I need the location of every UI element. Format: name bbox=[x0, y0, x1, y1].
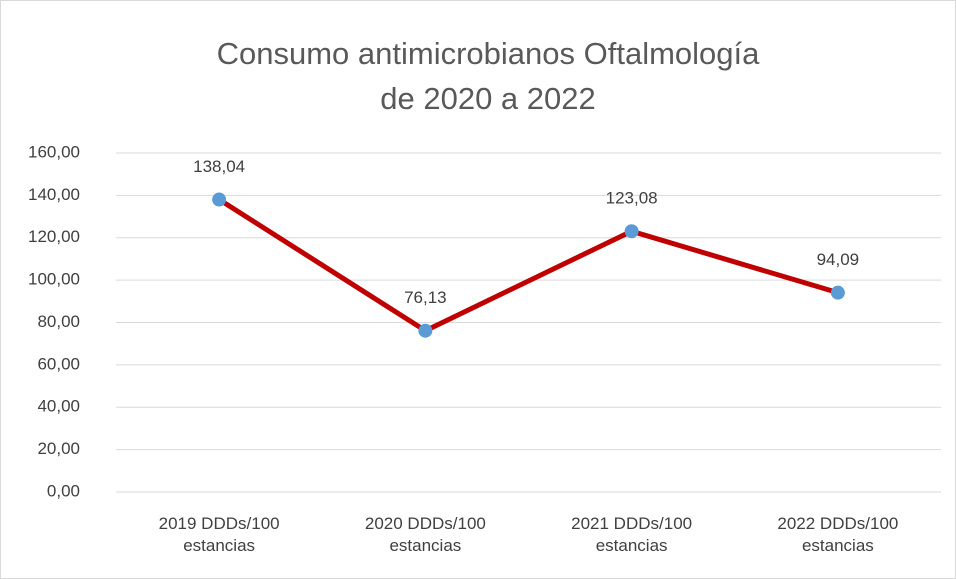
y-tick-label: 100,00 bbox=[28, 270, 80, 289]
series-line bbox=[217, 197, 839, 334]
chart-title: de 2020 a 2022 bbox=[380, 81, 596, 116]
y-tick-label: 160,00 bbox=[28, 142, 80, 161]
data-point bbox=[212, 192, 227, 207]
data-label: 138,04 bbox=[193, 157, 245, 176]
data-point bbox=[830, 285, 845, 300]
y-tick-label: 40,00 bbox=[37, 397, 80, 416]
y-tick-label: 120,00 bbox=[28, 227, 80, 246]
y-tick-label: 140,00 bbox=[28, 185, 80, 204]
data-point bbox=[418, 323, 433, 338]
y-tick-label: 60,00 bbox=[37, 354, 80, 373]
x-tick-label: 2021 DDDs/100 estancias bbox=[571, 514, 693, 555]
data-label: 123,08 bbox=[606, 189, 658, 208]
y-tick-label: 80,00 bbox=[37, 312, 80, 331]
data-label: 76,13 bbox=[404, 288, 447, 307]
x-tick-label: 2022 DDDs/100 estancias bbox=[777, 514, 899, 555]
x-tick-label: 2019 DDDs/100 estancias bbox=[158, 514, 280, 555]
data-label: 94,09 bbox=[817, 250, 860, 269]
chart-title: Consumo antimicrobianos Oftalmología bbox=[217, 36, 761, 71]
y-tick-label: 20,00 bbox=[37, 439, 80, 458]
y-tick-label: 0,00 bbox=[47, 481, 80, 500]
x-tick-label: 2020 DDDs/100 estancias bbox=[364, 514, 486, 555]
data-point bbox=[624, 224, 639, 239]
